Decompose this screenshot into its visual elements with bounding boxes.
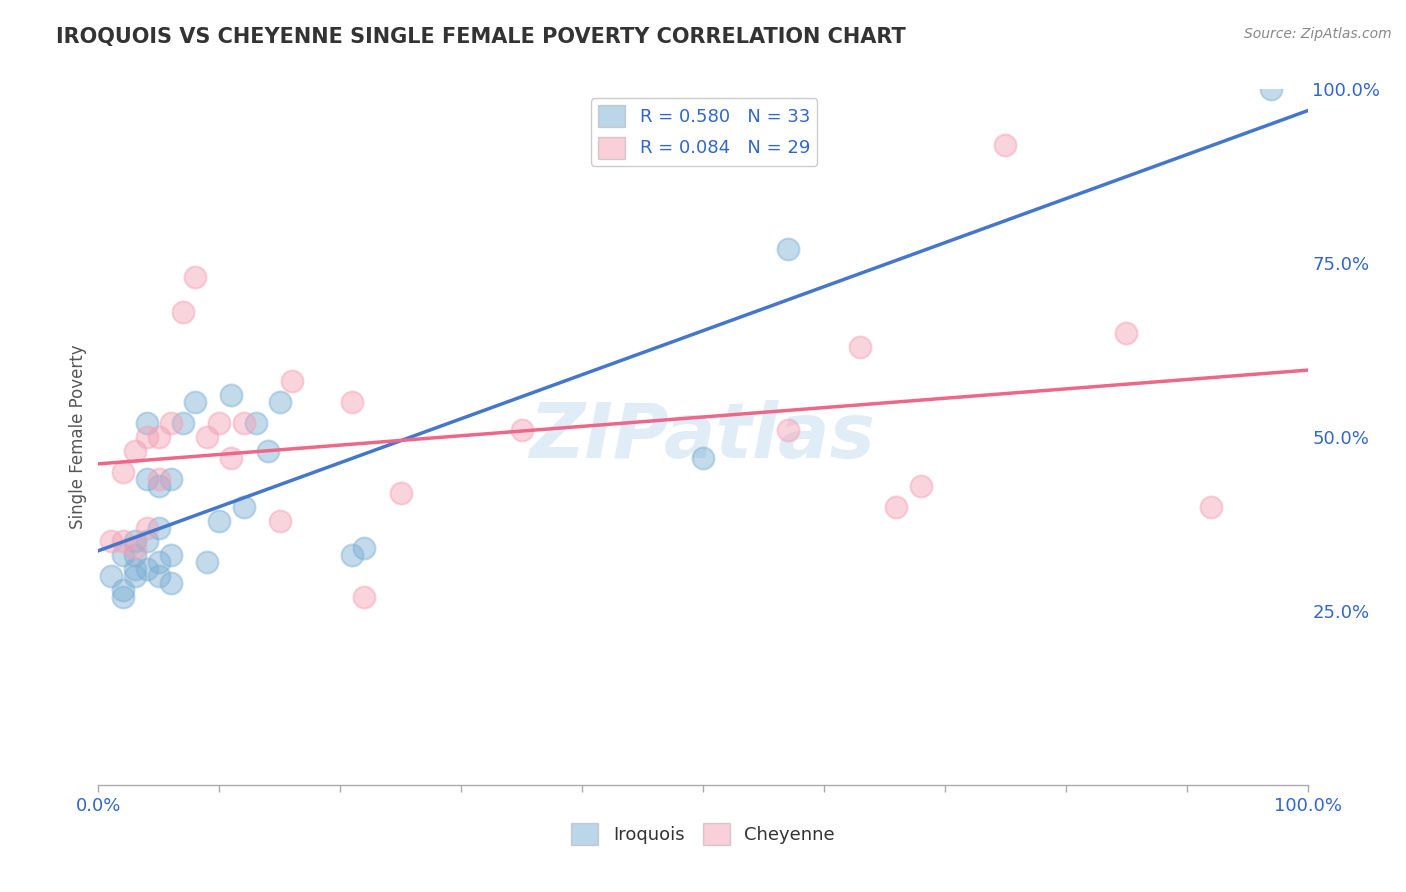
Point bbox=[124, 444, 146, 458]
Point bbox=[776, 423, 799, 437]
Point bbox=[353, 590, 375, 604]
Point bbox=[124, 549, 146, 563]
Point bbox=[692, 450, 714, 465]
Point bbox=[208, 416, 231, 430]
Point bbox=[195, 555, 218, 569]
Point bbox=[269, 395, 291, 409]
Point bbox=[124, 541, 146, 556]
Point bbox=[111, 590, 134, 604]
Point bbox=[342, 549, 364, 563]
Point bbox=[245, 416, 267, 430]
Point bbox=[148, 555, 170, 569]
Point bbox=[184, 270, 207, 285]
Point bbox=[342, 395, 364, 409]
Point bbox=[221, 450, 243, 465]
Point bbox=[135, 534, 157, 549]
Point bbox=[184, 395, 207, 409]
Point bbox=[172, 416, 194, 430]
Point bbox=[111, 534, 134, 549]
Point bbox=[160, 576, 183, 591]
Point bbox=[124, 534, 146, 549]
Point bbox=[208, 514, 231, 528]
Point bbox=[160, 472, 183, 486]
Point bbox=[886, 500, 908, 514]
Point bbox=[776, 242, 799, 256]
Point bbox=[1260, 82, 1282, 96]
Point bbox=[353, 541, 375, 556]
Point bbox=[100, 534, 122, 549]
Point bbox=[135, 430, 157, 444]
Point bbox=[148, 569, 170, 583]
Point bbox=[510, 423, 533, 437]
Point bbox=[100, 569, 122, 583]
Point bbox=[281, 375, 304, 389]
Text: IROQUOIS VS CHEYENNE SINGLE FEMALE POVERTY CORRELATION CHART: IROQUOIS VS CHEYENNE SINGLE FEMALE POVER… bbox=[56, 27, 905, 46]
Point bbox=[135, 520, 157, 534]
Point bbox=[1199, 500, 1222, 514]
Point bbox=[148, 430, 170, 444]
Point bbox=[124, 569, 146, 583]
Point bbox=[111, 549, 134, 563]
Y-axis label: Single Female Poverty: Single Female Poverty bbox=[69, 345, 87, 529]
Point bbox=[111, 583, 134, 598]
Point bbox=[160, 549, 183, 563]
Point bbox=[221, 388, 243, 402]
Point bbox=[148, 520, 170, 534]
Point bbox=[135, 472, 157, 486]
Point bbox=[232, 500, 254, 514]
Point bbox=[232, 416, 254, 430]
Point bbox=[849, 340, 872, 354]
Point bbox=[148, 479, 170, 493]
Legend: Iroquois, Cheyenne: Iroquois, Cheyenne bbox=[564, 816, 842, 853]
Point bbox=[195, 430, 218, 444]
Point bbox=[994, 137, 1017, 152]
Point bbox=[1115, 326, 1137, 340]
Point bbox=[111, 465, 134, 479]
Text: Source: ZipAtlas.com: Source: ZipAtlas.com bbox=[1244, 27, 1392, 41]
Point bbox=[160, 416, 183, 430]
Point bbox=[135, 416, 157, 430]
Text: ZIPatlas: ZIPatlas bbox=[530, 401, 876, 474]
Point bbox=[172, 305, 194, 319]
Point bbox=[124, 562, 146, 576]
Point bbox=[256, 444, 278, 458]
Point bbox=[135, 562, 157, 576]
Point bbox=[910, 479, 932, 493]
Point bbox=[389, 485, 412, 500]
Point bbox=[148, 472, 170, 486]
Point bbox=[269, 514, 291, 528]
